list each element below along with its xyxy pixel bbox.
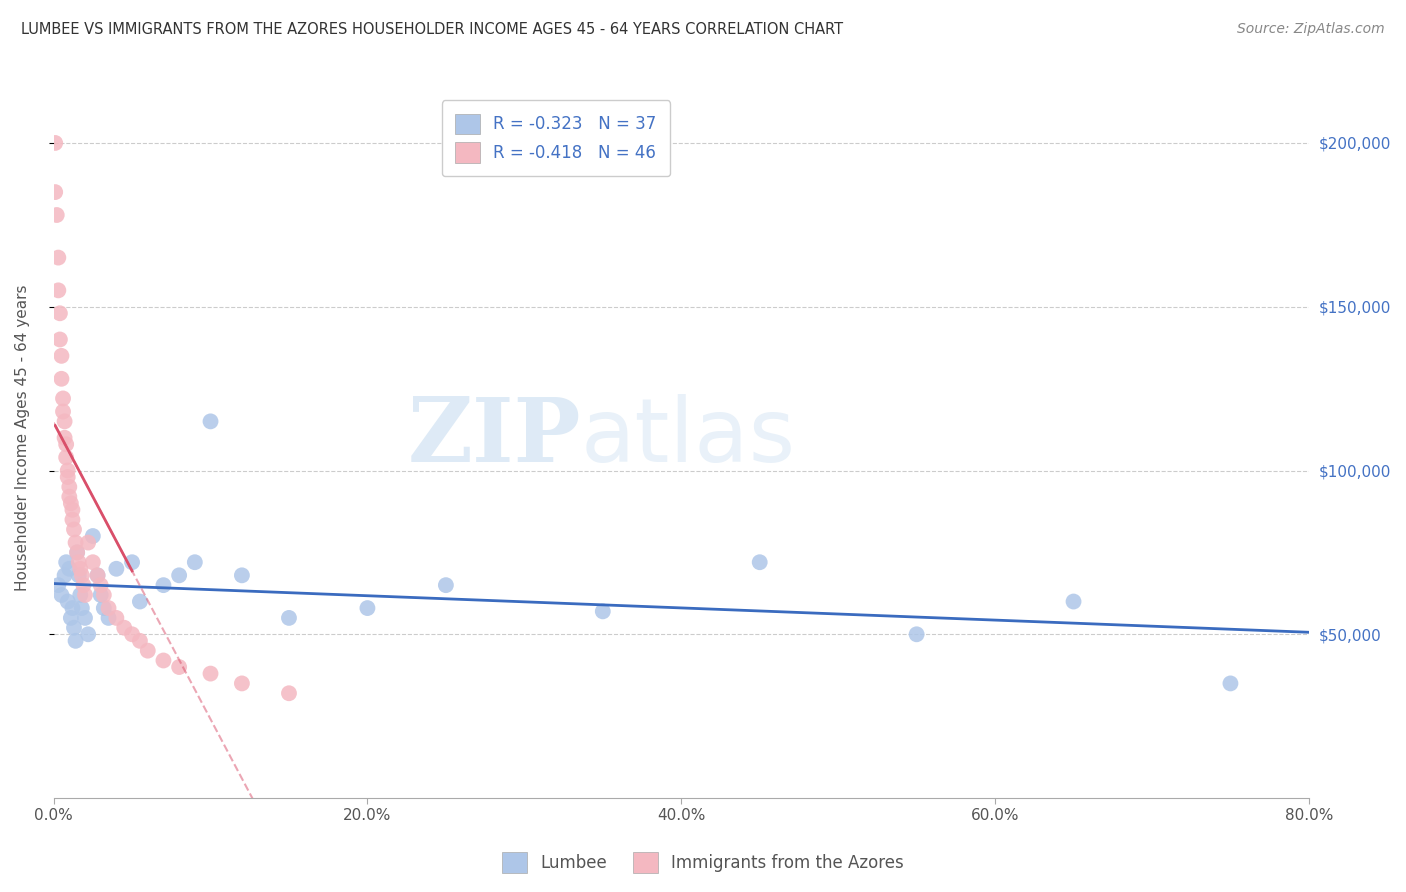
Point — [77, 627, 100, 641]
Point — [152, 578, 174, 592]
Point — [1219, 676, 1241, 690]
Point — [129, 594, 152, 608]
Point — [58, 480, 80, 494]
Point — [136, 643, 159, 657]
Point — [82, 529, 104, 543]
Point — [69, 588, 91, 602]
Point — [200, 666, 222, 681]
Point — [97, 611, 120, 625]
Point — [77, 535, 100, 549]
Point — [82, 555, 104, 569]
Point — [53, 568, 76, 582]
Point — [434, 578, 457, 592]
Point — [59, 611, 82, 625]
Point — [62, 601, 84, 615]
Point — [73, 588, 96, 602]
Point — [56, 470, 79, 484]
Point — [65, 633, 87, 648]
Point — [278, 686, 301, 700]
Text: atlas: atlas — [581, 394, 796, 482]
Text: Source: ZipAtlas.com: Source: ZipAtlas.com — [1237, 22, 1385, 37]
Point — [67, 555, 90, 569]
Point — [97, 601, 120, 615]
Point — [49, 306, 72, 320]
Point — [121, 627, 143, 641]
Point — [167, 568, 190, 582]
Point — [748, 555, 770, 569]
Point — [278, 611, 301, 625]
Point — [905, 627, 928, 641]
Point — [152, 653, 174, 667]
Y-axis label: Householder Income Ages 45 - 64 years: Householder Income Ages 45 - 64 years — [15, 285, 30, 591]
Point — [72, 578, 94, 592]
Point — [112, 621, 135, 635]
Point — [592, 604, 614, 618]
Point — [62, 503, 84, 517]
Point — [73, 611, 96, 625]
Point — [46, 578, 69, 592]
Point — [51, 588, 73, 602]
Point — [70, 601, 93, 615]
Legend: Lumbee, Immigrants from the Azores: Lumbee, Immigrants from the Azores — [496, 846, 910, 880]
Point — [356, 601, 378, 615]
Point — [66, 545, 89, 559]
Text: LUMBEE VS IMMIGRANTS FROM THE AZORES HOUSEHOLDER INCOME AGES 45 - 64 YEARS CORRE: LUMBEE VS IMMIGRANTS FROM THE AZORES HOU… — [21, 22, 844, 37]
Point — [55, 450, 77, 465]
Point — [93, 601, 115, 615]
Point — [167, 660, 190, 674]
Point — [52, 404, 75, 418]
Point — [231, 568, 253, 582]
Point — [90, 578, 112, 592]
Point — [105, 611, 128, 625]
Point — [56, 463, 79, 477]
Point — [52, 392, 75, 406]
Point — [58, 490, 80, 504]
Point — [105, 562, 128, 576]
Point — [93, 588, 115, 602]
Point — [63, 523, 86, 537]
Point — [44, 136, 66, 150]
Point — [58, 562, 80, 576]
Legend: R = -0.323   N = 37, R = -0.418   N = 46: R = -0.323 N = 37, R = -0.418 N = 46 — [441, 100, 669, 176]
Point — [86, 568, 108, 582]
Point — [55, 555, 77, 569]
Point — [53, 431, 76, 445]
Point — [90, 588, 112, 602]
Text: ZIP: ZIP — [408, 394, 581, 482]
Point — [129, 633, 152, 648]
Point — [46, 251, 69, 265]
Point — [53, 414, 76, 428]
Point — [59, 496, 82, 510]
Point — [86, 568, 108, 582]
Point — [67, 568, 90, 582]
Point — [184, 555, 207, 569]
Point — [49, 333, 72, 347]
Point — [51, 372, 73, 386]
Point — [69, 562, 91, 576]
Point — [65, 535, 87, 549]
Point — [45, 208, 67, 222]
Point — [46, 284, 69, 298]
Point — [44, 185, 66, 199]
Point — [51, 349, 73, 363]
Point — [66, 545, 89, 559]
Point — [55, 437, 77, 451]
Point — [62, 513, 84, 527]
Point — [70, 568, 93, 582]
Point — [63, 621, 86, 635]
Point — [200, 414, 222, 428]
Point — [1063, 594, 1085, 608]
Point — [56, 594, 79, 608]
Point — [231, 676, 253, 690]
Point — [121, 555, 143, 569]
